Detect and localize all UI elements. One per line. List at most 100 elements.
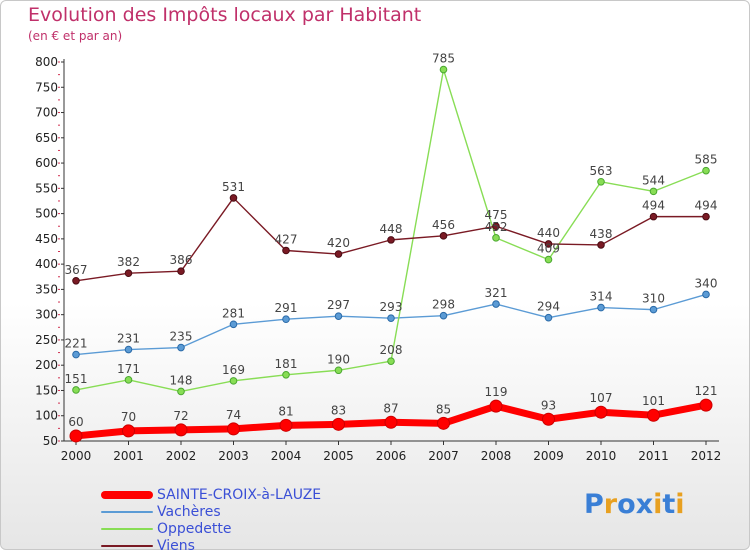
y-tick-label: 200 — [35, 358, 58, 372]
data-label: 235 — [170, 330, 193, 344]
data-label: 171 — [117, 362, 140, 376]
legend-item: Vachères — [101, 503, 321, 520]
data-point — [439, 232, 448, 240]
data-point — [334, 366, 343, 375]
y-tick-label: 700 — [35, 106, 58, 120]
data-label: 121 — [695, 384, 718, 398]
y-tick-label: 300 — [35, 308, 58, 322]
data-point — [282, 246, 290, 255]
data-point — [229, 194, 238, 202]
legend-label: Vachères — [157, 503, 221, 520]
x-tick-label: 2005 — [323, 449, 354, 463]
data-label: 208 — [380, 343, 403, 357]
data-point — [229, 320, 238, 329]
data-label: 70 — [121, 410, 136, 424]
data-point — [649, 305, 658, 314]
data-label: 456 — [432, 218, 455, 232]
data-point — [702, 290, 710, 299]
y-tick-label: 750 — [35, 80, 58, 94]
data-label: 294 — [537, 300, 560, 314]
legend-item: SAINTE-CROIX-à-LAUZE — [101, 486, 321, 503]
data-point — [282, 371, 290, 379]
legend-item: Viens — [101, 537, 321, 554]
legend-swatch — [101, 544, 153, 547]
data-point — [282, 315, 290, 324]
x-tick-label: 2006 — [376, 449, 407, 463]
data-label: 231 — [117, 332, 140, 346]
data-point — [544, 255, 553, 264]
data-point — [542, 412, 555, 426]
data-point — [544, 240, 553, 248]
logo-letter: x — [635, 489, 654, 520]
y-tick-label: 150 — [35, 383, 58, 397]
data-label: 321 — [485, 286, 508, 300]
data-label: 221 — [65, 337, 88, 351]
data-point — [69, 429, 83, 443]
series-3 — [72, 194, 710, 285]
data-point — [439, 311, 448, 320]
data-point — [437, 416, 450, 430]
y-tick-label: 650 — [35, 131, 58, 145]
data-point — [174, 423, 188, 437]
data-label: 585 — [695, 153, 718, 167]
data-label: 475 — [485, 208, 508, 222]
x-tick-label: 2001 — [113, 449, 144, 463]
data-point — [229, 377, 238, 385]
data-point — [597, 241, 605, 249]
data-label: 291 — [275, 301, 298, 315]
y-tick-label: 450 — [35, 232, 58, 246]
data-point — [227, 422, 240, 436]
logo-letter: i — [675, 489, 685, 520]
data-label: 72 — [173, 409, 188, 423]
data-point — [702, 166, 710, 175]
data-point — [699, 398, 713, 412]
data-point — [177, 267, 185, 276]
legend-label: SAINTE-CROIX-à-LAUZE — [157, 486, 322, 503]
legend-swatch — [101, 490, 153, 499]
logo-letter: o — [617, 489, 636, 520]
data-label: 427 — [275, 232, 298, 246]
data-label: 85 — [436, 402, 451, 416]
data-point — [384, 415, 398, 429]
data-point — [492, 300, 500, 308]
data-labels-layer: 221 231 235 281 291 297 293 298 321 294 314 310 340 1… — [65, 52, 718, 429]
data-point — [124, 376, 133, 384]
chart-subtitle: (en € et par an) — [28, 29, 123, 43]
data-label: 298 — [432, 298, 455, 312]
data-label: 190 — [327, 352, 350, 366]
logo-letter: r — [603, 489, 618, 520]
legend-swatch — [101, 510, 153, 513]
data-label: 785 — [432, 52, 455, 66]
x-tick-label: 2011 — [638, 449, 669, 463]
data-point — [387, 357, 395, 365]
x-tick-label: 2008 — [481, 449, 512, 463]
series-1 — [72, 290, 710, 359]
data-point — [72, 386, 80, 394]
y-tick-label: 100 — [35, 409, 58, 423]
data-point — [597, 303, 605, 312]
axes: 50 100 150 200 250 300 350 400 450 500 550 600 650 70… — [35, 55, 721, 463]
data-label: 87 — [383, 401, 398, 415]
data-label: 440 — [537, 226, 560, 240]
data-point — [544, 313, 553, 322]
data-label: 367 — [65, 263, 88, 277]
legend: SAINTE-CROIX-à-LAUZE Vachères Oppedette Vie… — [101, 486, 321, 554]
legend-label: Oppedette — [157, 520, 232, 537]
data-label: 81 — [278, 404, 293, 418]
x-tick-label: 2002 — [166, 449, 197, 463]
data-label: 382 — [117, 255, 140, 269]
series-layer — [69, 65, 713, 443]
data-point — [649, 212, 658, 221]
data-label: 93 — [541, 398, 556, 412]
x-tick-label: 2007 — [428, 449, 459, 463]
x-tick-label: 2010 — [586, 449, 617, 463]
logo-letter: P — [584, 489, 604, 520]
y-tick-label: 550 — [35, 181, 58, 195]
y-tick-label: 600 — [35, 156, 58, 170]
data-label: 563 — [590, 164, 613, 178]
data-point — [594, 405, 608, 419]
legend-label: Viens — [157, 537, 195, 554]
data-point — [124, 269, 133, 278]
data-point — [124, 345, 133, 354]
